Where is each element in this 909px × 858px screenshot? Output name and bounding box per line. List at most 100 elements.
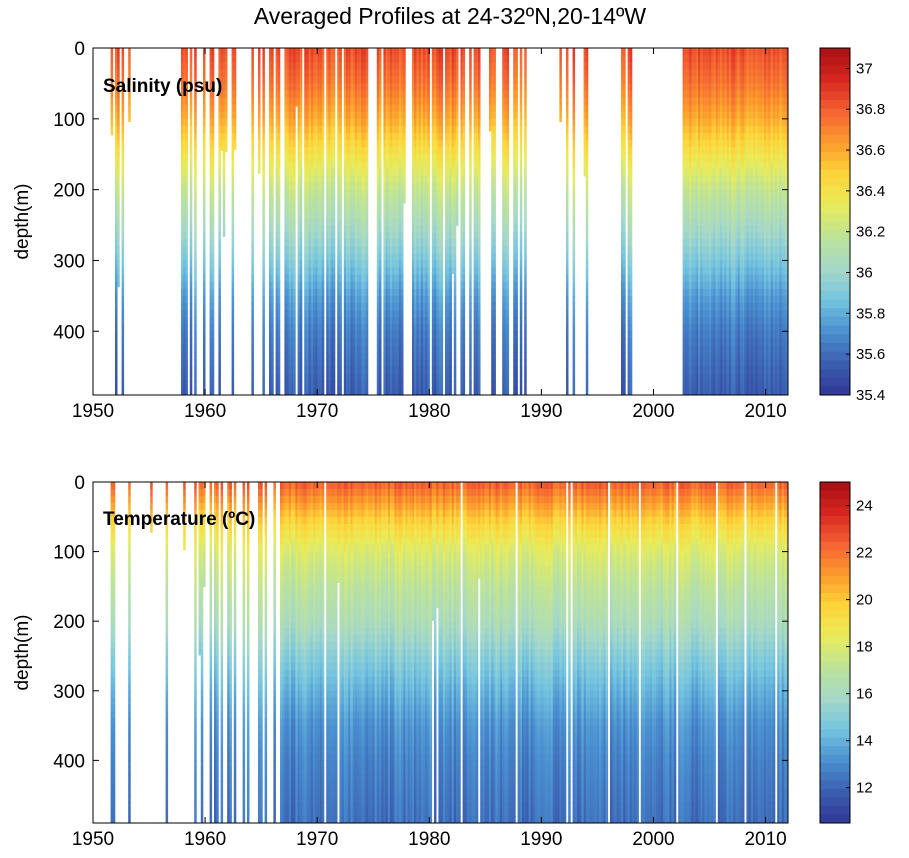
heatmap-cell <box>559 111 562 120</box>
heatmap-cell <box>271 253 274 261</box>
heatmap-cell <box>321 260 325 268</box>
heatmap-cell <box>414 111 417 120</box>
heatmap-cell <box>337 239 340 247</box>
heatmap-cell <box>456 104 459 113</box>
heatmap-cell <box>332 260 336 268</box>
heatmap-cell <box>308 161 312 169</box>
heatmap-cell <box>222 218 226 226</box>
heatmap-cell <box>251 62 254 70</box>
heatmap-cell <box>251 260 254 268</box>
heatmap-cell <box>436 218 439 226</box>
heatmap-cell <box>493 260 496 268</box>
heatmap-cell <box>475 203 479 212</box>
heatmap-cell <box>115 90 118 98</box>
heatmap-cell <box>493 125 496 134</box>
heatmap-cell <box>363 118 367 127</box>
heatmap-cell <box>339 324 342 332</box>
heatmap-cell <box>271 380 274 389</box>
heatmap-cell <box>475 232 479 240</box>
heatmap-cell <box>363 147 367 155</box>
heatmap-cell <box>288 246 292 254</box>
heatmap-cell <box>286 203 290 212</box>
heatmap-cell <box>343 203 347 212</box>
heatmap-cell <box>337 196 340 205</box>
heatmap-cell <box>460 366 463 375</box>
heatmap-cell <box>383 246 386 254</box>
heatmap-cell <box>306 210 309 219</box>
heatmap-cell <box>348 189 351 198</box>
heatmap-cell <box>365 239 369 247</box>
heatmap-cell <box>251 253 254 261</box>
heatmap-cell <box>478 281 481 290</box>
heatmap-cell <box>348 55 351 63</box>
heatmap-cell <box>357 373 360 382</box>
heatmap-cell <box>493 118 496 127</box>
heatmap-cell <box>291 161 294 169</box>
heatmap-cell <box>357 338 360 346</box>
heatmap-cell <box>317 111 320 120</box>
heatmap-cell <box>418 111 422 120</box>
heatmap-cell <box>390 133 393 141</box>
heatmap-cell <box>337 253 340 261</box>
heatmap-cell <box>447 338 450 346</box>
heatmap-cell <box>519 196 523 205</box>
heatmap-cell <box>504 147 507 155</box>
heatmap-cell <box>306 352 309 360</box>
heatmap-cell <box>225 125 228 134</box>
heatmap-cell <box>354 324 358 332</box>
heatmap-cell <box>379 147 382 155</box>
heatmap-cell <box>339 359 342 368</box>
heatmap-cell <box>572 310 576 318</box>
heatmap-cell <box>330 111 334 120</box>
heatmap-cell <box>251 48 254 56</box>
heatmap-cell <box>425 317 428 325</box>
heatmap-cell <box>332 62 336 70</box>
heatmap-cell <box>438 232 441 240</box>
heatmap-cell <box>515 48 518 56</box>
heatmap-cell <box>343 161 347 169</box>
heatmap-cell <box>350 140 353 148</box>
heatmap-cell <box>218 69 221 77</box>
heatmap-cell <box>357 317 360 325</box>
heatmap-cell <box>343 90 347 98</box>
heatmap-cell <box>451 140 455 148</box>
heatmap-cell <box>396 387 400 396</box>
heatmap-cell <box>392 161 395 169</box>
heatmap-cell <box>447 281 450 290</box>
heatmap-cell <box>423 83 426 91</box>
heatmap-cell <box>343 239 347 247</box>
heatmap-cell <box>293 118 296 127</box>
heatmap-cell <box>379 366 382 375</box>
heatmap-cell <box>293 125 296 134</box>
heatmap-cell <box>416 218 419 226</box>
heatmap-cell <box>385 387 389 396</box>
heatmap-cell <box>559 118 562 123</box>
heatmap-cell <box>418 55 422 63</box>
heatmap-cell <box>271 133 274 141</box>
heatmap-cell <box>306 83 309 91</box>
heatmap-cell <box>352 345 356 353</box>
heatmap-cell <box>396 97 400 106</box>
heatmap-cell <box>423 246 426 254</box>
heatmap-cell <box>348 118 351 127</box>
heatmap-cell <box>308 317 312 325</box>
heatmap-cell <box>306 111 309 120</box>
heatmap-cell <box>449 168 452 176</box>
heatmap-cell <box>423 331 426 339</box>
heatmap-cell <box>328 55 331 63</box>
heatmap-cell <box>475 196 479 205</box>
heatmap-cell <box>451 246 455 254</box>
heatmap-cell <box>398 55 402 63</box>
heatmap-cell <box>414 104 417 113</box>
heatmap-cell <box>231 359 235 368</box>
heatmap-cell <box>348 352 351 360</box>
heatmap-cell <box>519 210 523 219</box>
heatmap-cell <box>376 331 380 339</box>
heatmap-cell <box>506 182 510 191</box>
heatmap-cell <box>436 189 439 198</box>
heatmap-cell <box>383 366 386 375</box>
heatmap-cell <box>390 104 393 113</box>
heatmap-cell <box>524 253 527 261</box>
heatmap-cell <box>379 118 382 127</box>
heatmap-cell <box>449 203 452 212</box>
